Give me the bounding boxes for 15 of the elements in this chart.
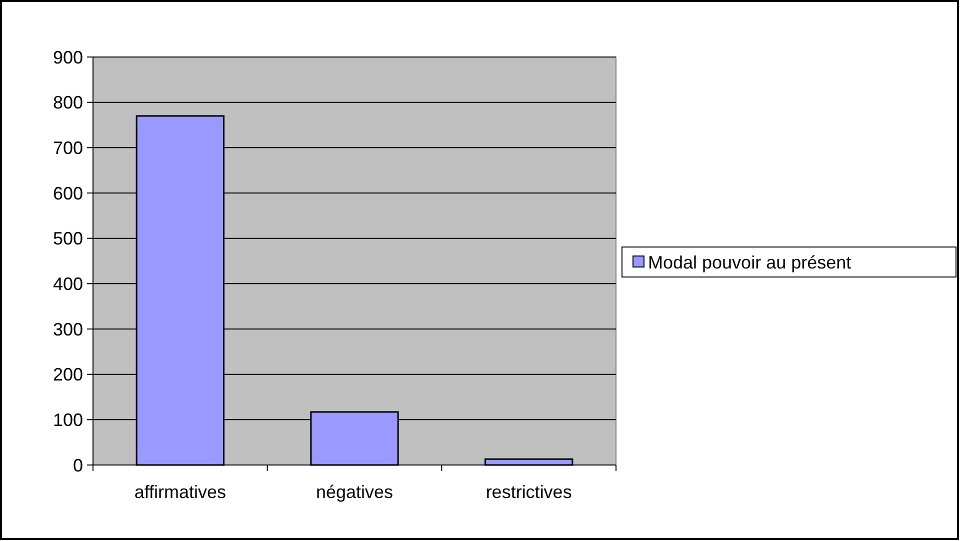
y-tick-label: 500 [52,228,83,249]
y-tick-label: 200 [52,364,83,385]
y-tick-label: 300 [52,319,83,340]
y-tick-label: 800 [52,92,83,113]
y-tick-label: 0 [72,455,83,476]
y-tick-label: 100 [52,410,83,430]
x-tick-label: affirmatives [134,482,226,502]
y-tick-label: 900 [52,47,83,68]
bar [484,458,574,466]
x-tick-label: négatives [316,482,394,502]
y-tick-label: 700 [52,138,83,158]
legend-label: Modal pouvoir au présent [648,252,852,272]
y-tick-label: 600 [52,183,83,204]
y-tick-label: 400 [52,274,83,294]
x-tick-label: restrictives [486,482,572,502]
